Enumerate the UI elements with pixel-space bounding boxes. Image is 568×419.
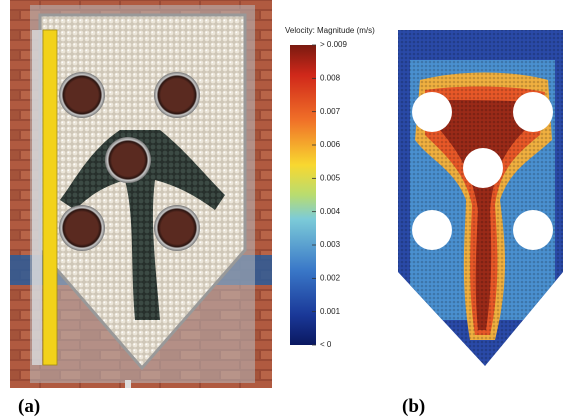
panel-label: (a): [18, 396, 40, 417]
colorbar-title: Velocity: Magnitude (m/s): [285, 26, 375, 35]
colorbar-tick-label: < 0: [320, 340, 332, 349]
colorbar-tick-label: 0.003: [320, 240, 341, 249]
panel-label: (b): [402, 396, 425, 417]
photo-panel: [10, 0, 272, 390]
colorbar-tick-label: 0.008: [320, 73, 341, 82]
colorbar-tick-label: 0.007: [320, 107, 341, 116]
colorbar-tick-label: 0.006: [320, 140, 341, 149]
colorbar-ticks: > 0.009 0.008 0.007 0.006 0.005 0.004 0.003 0.0…: [312, 40, 347, 349]
figure: Velocity: Magnitude (m/s) > 0.009 0.008 0.…: [0, 0, 568, 419]
colorbar-tick-label: 0.001: [320, 307, 341, 316]
colorbar: [290, 45, 316, 345]
colorbar-tick-label: 0.002: [320, 273, 341, 282]
colorbar-tick-label: 0.005: [320, 173, 341, 182]
colorbar-tick-label: > 0.009: [320, 40, 347, 49]
simulation-panel: [398, 30, 563, 370]
colorbar-tick-label: 0.004: [320, 207, 341, 216]
